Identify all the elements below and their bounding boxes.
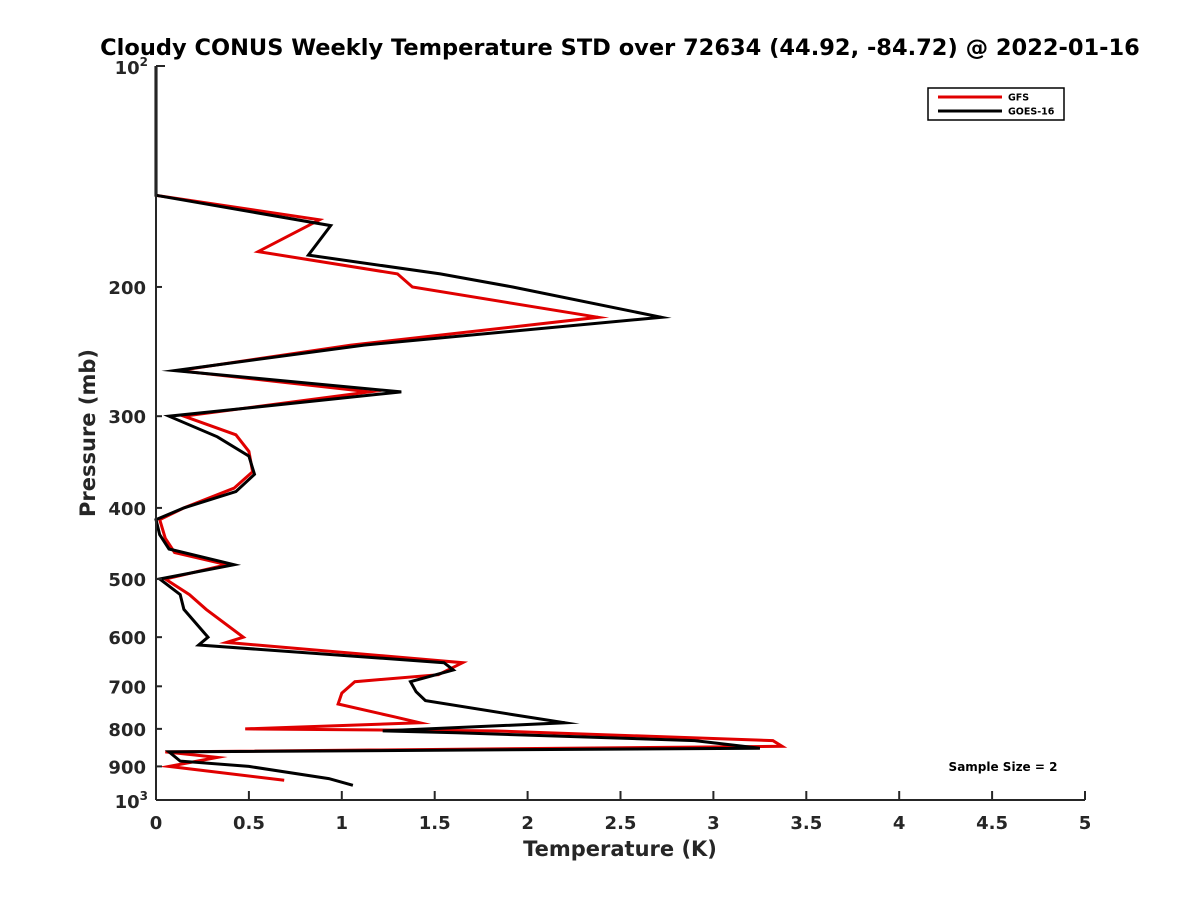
x-tick-label: 3.5 xyxy=(790,813,822,834)
y-tick-label: 200 xyxy=(108,278,146,299)
y-tick-label: 300 xyxy=(108,407,146,428)
sample-size-annotation: Sample Size = 2 xyxy=(949,760,1058,774)
x-tick-label: 2 xyxy=(521,813,534,834)
legend-label-gfs: GFS xyxy=(1008,93,1029,104)
x-axis-label: Temperature (K) xyxy=(523,837,717,861)
chart-title: Cloudy CONUS Weekly Temperature STD over… xyxy=(100,35,1140,61)
y-tick-label: 400 xyxy=(108,499,146,520)
legend: GFS GOES-16 xyxy=(927,87,1065,121)
x-tick-label: 5 xyxy=(1079,813,1092,834)
x-tick-label: 1 xyxy=(336,813,349,834)
y-tick-label: 800 xyxy=(108,720,146,741)
y-tick-label: 600 xyxy=(108,628,146,649)
series-line-goes-16 xyxy=(154,66,761,787)
x-tick-label: 1.5 xyxy=(419,813,451,834)
y-tick-label: 102 xyxy=(115,55,148,79)
y-tick-label: 500 xyxy=(108,570,146,591)
x-tick-label: 4 xyxy=(893,813,906,834)
y-tick-label: 700 xyxy=(108,677,146,698)
y-tick-label: 103 xyxy=(115,789,148,813)
x-tick-label: 0.5 xyxy=(233,813,265,834)
x-tick-label: 4.5 xyxy=(976,813,1008,834)
legend-label-goes-16: GOES-16 xyxy=(1008,107,1055,118)
plot-area: 0 0.5 1 1.5 2 2.5 3 3.5 4 4.5 5 102 200 300 400 500 600 7… xyxy=(108,55,1091,834)
x-tick-label: 0 xyxy=(150,813,163,834)
x-tick-label: 3 xyxy=(707,813,720,834)
y-axis-label: Pressure (mb) xyxy=(76,349,100,517)
series-line-gfs xyxy=(154,66,788,782)
x-tick-label: 2.5 xyxy=(605,813,637,834)
y-tick-label: 900 xyxy=(108,757,146,778)
legend-box xyxy=(927,87,1065,121)
